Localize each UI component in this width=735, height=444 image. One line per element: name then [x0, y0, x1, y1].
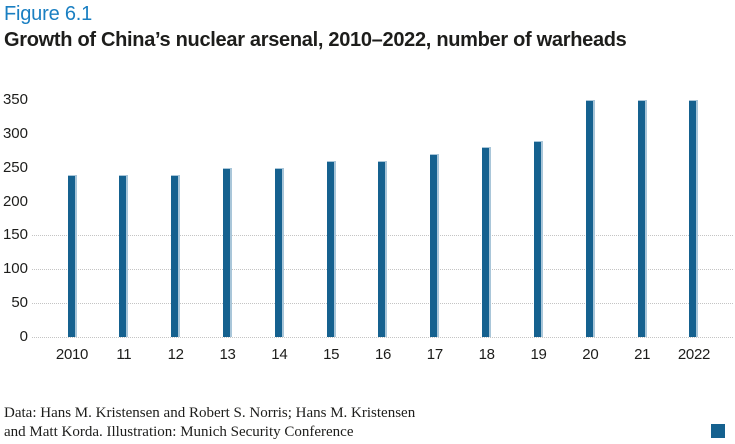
x-axis-tick-label-2022: 2022 — [677, 346, 711, 363]
msc-brand-square-icon — [711, 424, 725, 438]
y-axis-tick-label-250: 250 — [2, 158, 28, 176]
figure-label: Figure 6.1 — [4, 3, 93, 25]
bar-2015 — [326, 160, 336, 337]
bar-2010 — [67, 174, 77, 337]
source-note-line2: and Matt Korda. Illustration: Munich Sec… — [4, 424, 354, 440]
y-axis-tick-label-100: 100 — [2, 260, 28, 278]
bar-2020 — [585, 100, 595, 337]
bar-2013 — [222, 167, 232, 337]
x-axis-tick-label-2016: 16 — [374, 346, 392, 363]
x-axis-tick-label-2019: 19 — [530, 346, 547, 363]
bar-2016 — [378, 160, 388, 337]
x-axis-tick-label-2018: 18 — [478, 346, 495, 363]
x-axis-tick-label-2021: 21 — [634, 346, 651, 363]
bar-2018 — [482, 147, 492, 337]
x-axis-tick-label-2017: 17 — [426, 346, 443, 363]
bar-2014 — [274, 167, 284, 337]
y-axis-tick-label-200: 200 — [2, 192, 28, 210]
bar-2022 — [689, 100, 699, 337]
bar-2017 — [430, 154, 440, 337]
y-axis-tick-label-300: 300 — [2, 124, 28, 142]
x-axis-tick-label-2015: 15 — [323, 346, 340, 363]
x-axis-tick-label-2014: 14 — [271, 346, 288, 363]
figure-title: Growth of China’s nuclear arsenal, 2010–… — [4, 29, 627, 51]
source-note-line1: Data: Hans M. Kristensen and Robert S. N… — [4, 405, 416, 421]
y-axis-tick-label-0: 0 — [19, 328, 28, 345]
bar-2019 — [533, 140, 543, 337]
bar-2021 — [637, 100, 647, 337]
y-axis-tick-label-50: 50 — [11, 294, 28, 312]
bar-2012 — [171, 174, 181, 337]
y-axis-tick-label-150: 150 — [2, 226, 28, 244]
x-axis-tick-label-2020: 20 — [582, 346, 599, 363]
x-axis-tick-label-2011: 11 — [116, 346, 132, 363]
source-note: Data: Hans M. Kristensen and Robert S. N… — [4, 404, 415, 442]
x-axis-tick-label-2013: 13 — [219, 346, 236, 363]
bar-2011 — [119, 174, 129, 337]
y-axis-tick-label-350: 350 — [2, 91, 28, 109]
x-axis-tick-label-2012: 12 — [167, 346, 184, 363]
gridline-0 — [32, 337, 733, 338]
x-axis-tick-label-2010: 2010 — [55, 346, 89, 363]
